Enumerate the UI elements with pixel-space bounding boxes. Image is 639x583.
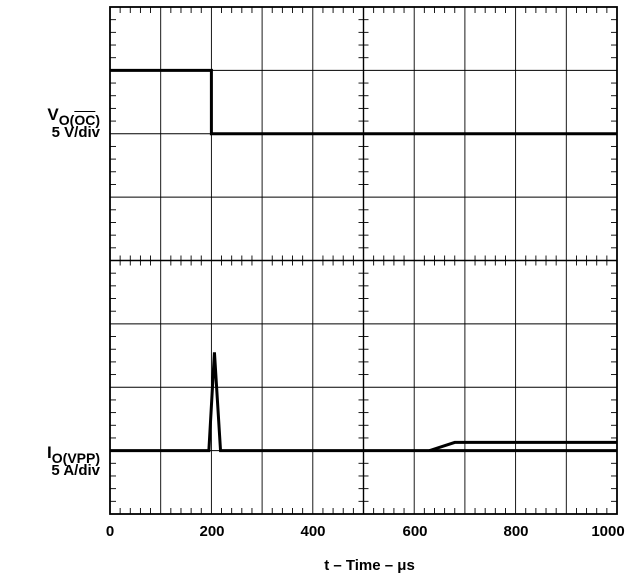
x-axis-label: t – Time – μs bbox=[324, 557, 415, 574]
vo-scale: 5 V/div bbox=[51, 124, 100, 141]
x-tick-label: 0 bbox=[105, 523, 115, 540]
plot-frame bbox=[109, 6, 618, 515]
x-tick-label: 200 bbox=[199, 523, 225, 540]
x-tick-label: 400 bbox=[300, 523, 326, 540]
x-tick-label: 800 bbox=[503, 523, 529, 540]
series-line-0 bbox=[110, 68, 617, 136]
io-label-prefix: I bbox=[47, 443, 52, 462]
io-scale: 5 A/div bbox=[51, 462, 100, 479]
x-tick-label: 600 bbox=[402, 523, 428, 540]
vo-label-prefix: V bbox=[47, 105, 59, 124]
vo-label: VO(OC) 5 V/div bbox=[0, 106, 100, 141]
series-line-1 bbox=[110, 352, 617, 453]
io-label: IO(VPP) 5 A/div bbox=[0, 444, 100, 479]
traces bbox=[110, 68, 617, 453]
grid bbox=[109, 6, 618, 515]
series-line-2 bbox=[428, 440, 617, 453]
x-tick-label: 1000 bbox=[591, 523, 625, 540]
